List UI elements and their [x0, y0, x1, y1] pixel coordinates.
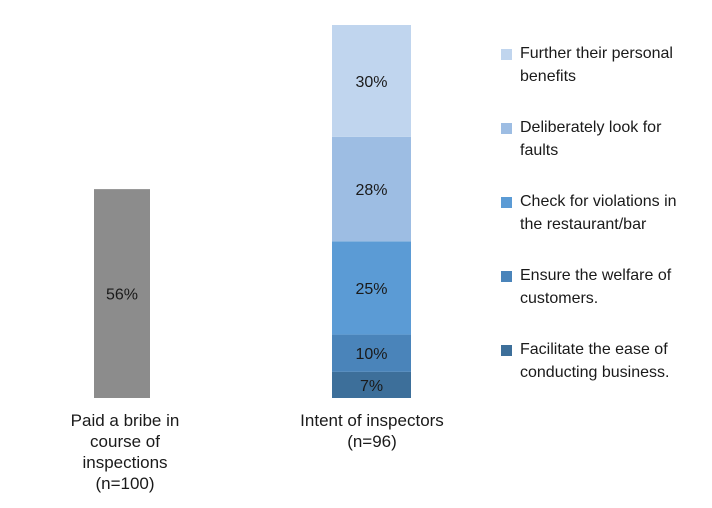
legend-label-line: Facilitate the ease of: [520, 341, 668, 358]
category-label-line: Intent of inspectors: [300, 411, 444, 430]
bar-0-segment-0: [94, 189, 150, 398]
legend-label-line: faults: [520, 142, 559, 159]
legend-label-line: Further their personal: [520, 45, 673, 62]
data-label-0-0: 56%: [106, 287, 138, 304]
data-labels-layer: 56% 7% 10% 25% 28% 30%: [106, 74, 388, 395]
legend-label-line: benefits: [520, 68, 577, 85]
legend-swatch: [501, 49, 512, 60]
legend-swatch: [501, 197, 512, 208]
data-label-1-1: 10%: [355, 346, 387, 363]
legend-item: Deliberately look for faults: [498, 116, 712, 190]
legend-label-line: Check for violations in: [520, 193, 677, 210]
category-label-line: (n=96): [347, 432, 397, 451]
data-label-1-4: 30%: [355, 74, 387, 91]
legend-label-line: Deliberately look for: [520, 119, 662, 136]
bar-1-segment-1: [332, 334, 411, 372]
legend-label-line: the restaurant/bar: [520, 216, 647, 233]
category-label-intent-of-inspectors: Intent of inspectors (n=96): [277, 410, 467, 452]
data-label-1-3: 28%: [355, 182, 387, 199]
legend-item: Ensure the welfare of customers.: [498, 264, 712, 338]
legend: Further their personal benefits Deliberate…: [498, 42, 712, 412]
bar-1-segment-0: [332, 371, 411, 398]
legend-item: Further their personal benefits: [498, 42, 712, 116]
category-label-line: Paid a bribe in: [70, 411, 180, 430]
bar-1-segment-4: [332, 25, 411, 137]
bar-1-segment-2: [332, 241, 411, 335]
bars-layer: [94, 25, 411, 398]
category-label-line: inspections: [82, 453, 168, 472]
legend-label-line: customers.: [520, 290, 599, 307]
category-label-line: (n=100): [95, 474, 155, 493]
category-label-paid-bribe: Paid a bribe in course of inspections (n=10…: [40, 410, 210, 494]
data-label-1-0: 7%: [360, 378, 383, 395]
bar-1-segment-3: [332, 136, 411, 242]
legend-item: Facilitate the ease of conducting busines…: [498, 338, 712, 412]
legend-label-line: Ensure the welfare of: [520, 267, 672, 284]
data-label-1-2: 25%: [355, 281, 387, 298]
legend-swatch: [501, 345, 512, 356]
legend-item: Check for violations in the restaurant/ba…: [498, 190, 712, 264]
legend-swatch: [501, 123, 512, 134]
legend-label-line: conducting business.: [520, 364, 670, 381]
legend-swatch: [501, 271, 512, 282]
category-label-line: course of: [90, 432, 160, 451]
